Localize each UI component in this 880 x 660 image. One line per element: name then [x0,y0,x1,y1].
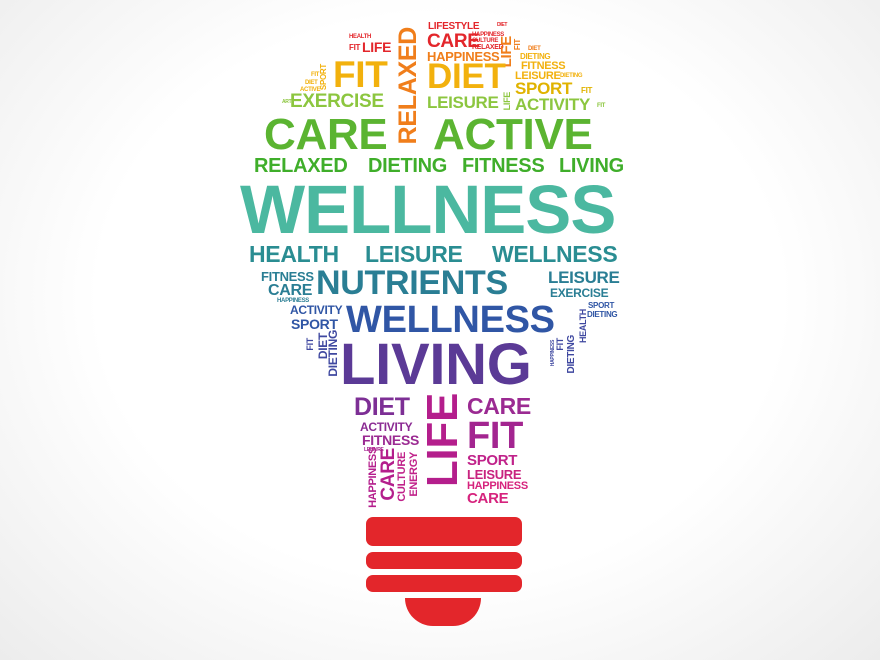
word-dieting-row: DIETING [368,155,448,177]
word-life-big-vertical: LIFE [418,393,467,488]
word-happiness-vertical-right: HAPPINESS [550,340,556,367]
word-leisure-low: LEISURE [467,467,522,482]
word-diet-tiny: DIET [497,22,508,28]
word-leisure-small: LEISURE [515,70,561,82]
bulb-base-band-3 [366,575,522,592]
word-sport-medium: SPORT [515,79,573,98]
word-dieting-vertical-right: DIETING [566,335,577,374]
word-sport-low: SPORT [467,452,518,469]
word-fit-small: FIT [349,43,361,52]
word-fit-tiny-left: FIT [311,72,320,78]
word-fit-vertical: FIT [513,39,522,51]
bulb-base-band-2 [366,552,522,569]
word-fitness-low: FITNESS [362,432,420,448]
word-happiness-top: HAPPINESS [427,49,500,64]
word-wellness-mid: WELLNESS [346,299,555,341]
word-leisure-medium: LEISURE [427,93,499,112]
word-fitness-left: FITNESS [261,269,314,284]
word-health-row: HEALTH [249,241,339,267]
word-living-row: LIVING [559,155,624,177]
word-energy-vertical: ENERGY [408,452,420,497]
word-care-top: CARE [427,31,480,52]
word-fitness-top: FITNESS [521,60,566,72]
word-exercise-right: EXERCISE [550,286,609,300]
word-relaxed-small: RELAXED [472,44,504,51]
word-dieting-small: DIETING [560,73,583,79]
word-dieting-top: DIETING [520,52,551,61]
word-care-bottom: CARE [467,490,509,507]
word-culture-vertical: CULTURE [396,452,408,502]
word-relaxed-vertical: RELAXED [394,27,422,145]
word-activity-left: ACTIVITY [290,303,343,317]
word-sport-left: SPORT [291,316,338,332]
word-nutrients: NUTRIENTS [316,264,508,302]
word-exercise: EXERCISE [290,91,384,112]
word-fit-vertical-left: FIT [305,338,315,351]
word-happiness-low: HAPPINESS [467,480,528,492]
word-activity-medium: ACTIVITY [515,95,591,114]
word-relaxed-row: RELAXED [254,155,348,177]
word-fit-vertical-right: FIT [555,338,565,351]
word-leisure-row: LEISURE [365,241,463,267]
word-lifestyle: LIFESTYLE [428,21,480,32]
word-activity-low: ACTIVITY [360,420,413,434]
word-care-low: CARE [467,393,531,419]
word-diet-tiny-right: DIET [528,46,541,52]
word-wellness-row: WELLNESS [492,241,618,267]
word-fitness-row: FITNESS [462,155,545,177]
word-health-small: HEALTH [349,34,372,40]
word-diet-tiny-left: DIET [305,80,318,86]
word-sport-right: SPORT [588,301,615,310]
word-life-top: LIFE [362,39,392,55]
word-fit-tiny-right-2: FIT [597,103,606,109]
word-dieting-right: DIETING [587,310,618,319]
word-diet-low: DIET [354,393,410,421]
word-leisure-tiny: LEISURE [364,447,384,453]
word-sport-vertical: SPORT [319,64,328,91]
word-happiness-left: HAPPINESS [277,298,309,304]
word-diet-big: DIET [427,57,506,96]
bulb-base-tip [405,598,481,626]
word-fit-low: FIT [467,415,524,457]
word-care-left: CARE [268,282,313,299]
word-culture-tiny: CULTURE [472,38,499,44]
word-active-tiny-left: ACTIVE [300,87,321,93]
word-happiness-tiny: HAPPINESS [472,32,504,38]
word-art-tiny: ART [282,99,292,105]
word-fit-tiny-right: FIT [581,86,593,95]
word-fit-big: FIT [333,54,388,95]
word-active-big: ACTIVE [433,110,593,159]
word-care-big: CARE [264,110,388,159]
word-living-big: LIVING [340,332,532,397]
word-life-vertical-2: LIFE [502,92,512,111]
word-leisure-right: LEISURE [548,268,620,287]
word-wellness-big: WELLNESS [240,171,616,248]
word-dieting-vertical-left: DIETING [326,330,340,377]
word-health-vertical-right: HEALTH [578,309,588,344]
bulb-base-band-1 [366,517,522,546]
